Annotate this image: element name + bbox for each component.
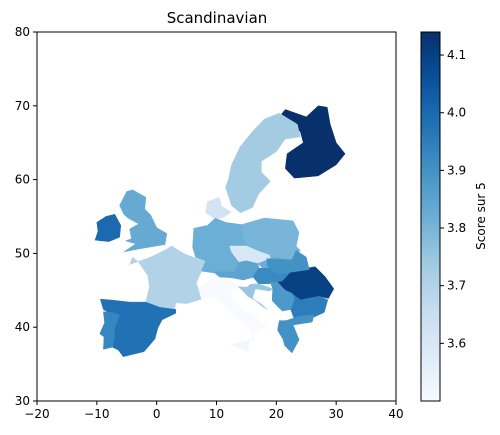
- colorbar-tick-label: 3.7: [447, 279, 466, 293]
- x-tick-label: 0: [153, 407, 161, 421]
- map-region: [94, 214, 122, 242]
- x-tick-label: 10: [209, 407, 224, 421]
- x-tick-label: 30: [329, 407, 344, 421]
- map-region: [129, 245, 207, 310]
- colorbar-label: Score sur 5: [474, 182, 488, 250]
- y-tick-label: 50: [15, 246, 30, 260]
- x-tick-label: 20: [269, 407, 284, 421]
- map-region: [119, 189, 168, 253]
- y-tick-label: 30: [15, 394, 30, 408]
- map-region: [270, 281, 295, 312]
- x-tick-label: 40: [388, 407, 403, 421]
- y-axis-ticks: 30 40 50 60 70 80: [15, 25, 37, 408]
- map-region: [230, 339, 251, 352]
- map-region: [205, 196, 232, 219]
- x-tick-label: −10: [84, 407, 109, 421]
- map-region: [225, 112, 301, 214]
- map-region: [99, 311, 120, 350]
- colorbar-tick-label: 3.6: [447, 336, 466, 350]
- map-region: [198, 276, 268, 343]
- map-region: [266, 250, 310, 275]
- colorbar-tick-label: 4.0: [447, 106, 466, 120]
- colorbar: [420, 31, 441, 402]
- map-region: [237, 283, 274, 310]
- y-tick-label: 80: [15, 25, 30, 39]
- colorbar-ticks: 3.6 3.7 3.8 3.9 4.0 4.1: [440, 48, 466, 350]
- colorbar-tick-label: 3.9: [447, 163, 466, 177]
- y-tick-label: 60: [15, 173, 30, 187]
- colorbar-tick-label: 4.1: [447, 48, 466, 62]
- map-region: [277, 314, 315, 354]
- chart-title: Scandinavian: [167, 9, 268, 27]
- y-tick-label: 40: [15, 320, 30, 334]
- y-tick-label: 70: [15, 99, 30, 113]
- colorbar-tick-label: 3.8: [447, 221, 466, 235]
- map-regions: [94, 105, 346, 357]
- x-tick-label: −20: [24, 407, 49, 421]
- x-axis-ticks: −20 −10 0 10 20 30 40: [24, 401, 404, 421]
